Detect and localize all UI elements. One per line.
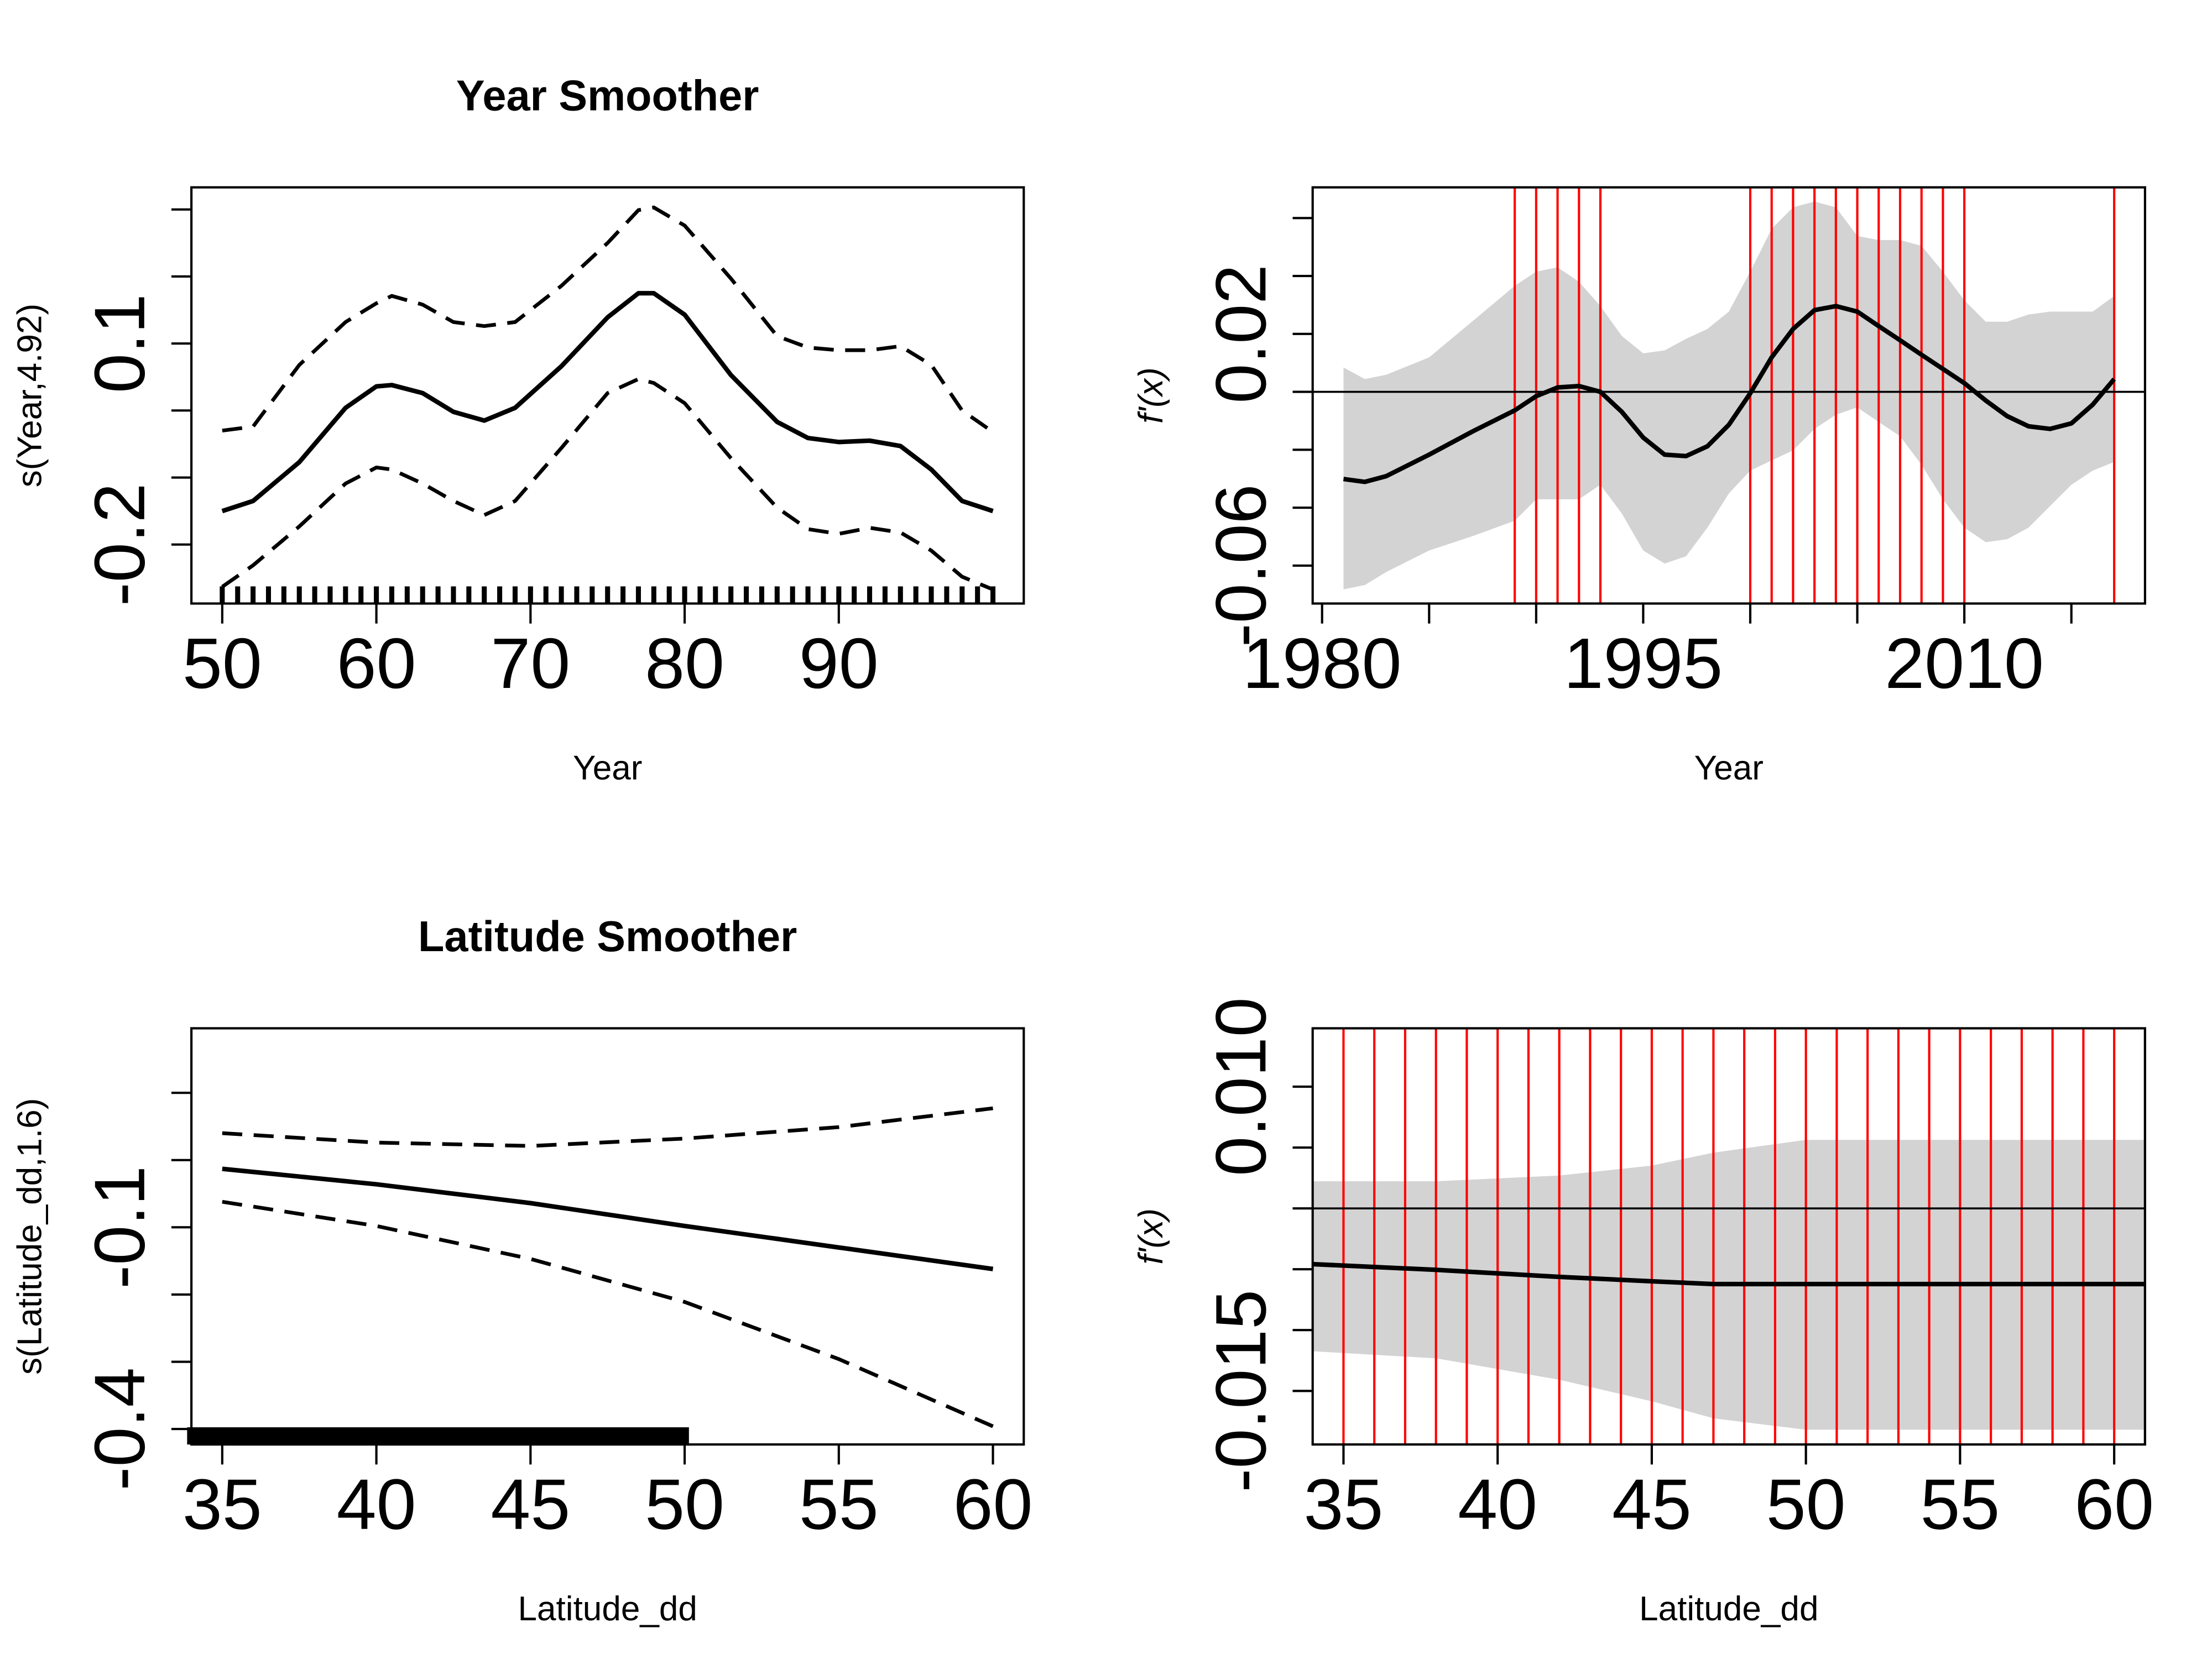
plot-frame — [1311, 1027, 2146, 1446]
upper-confidence-line — [222, 205, 994, 434]
y-tick-label: -0.015 — [1201, 1290, 1281, 1493]
plot-area — [1312, 187, 2145, 604]
x-tick-label: 50 — [645, 1465, 724, 1545]
x-axis-label: Latitude_dd — [1639, 1590, 1818, 1628]
plot-frame — [190, 186, 1025, 605]
x-tick-label: 40 — [1458, 1465, 1537, 1545]
x-tick-label: 35 — [1304, 1465, 1384, 1545]
panel: 1980 1995 2010 0.02 -0.06 Year f'(x) — [1132, 186, 2146, 787]
x-tick-label: 35 — [182, 1465, 262, 1545]
plot-area — [1312, 1028, 2145, 1445]
x-tick-label: 1995 — [1564, 624, 1723, 703]
x-tick-label: 2010 — [1885, 624, 2044, 703]
x-axis-label: Latitude_dd — [518, 1590, 697, 1628]
x-tick-label: 80 — [645, 624, 724, 703]
x-tick-label: 50 — [1766, 1465, 1846, 1545]
x-tick-label: 45 — [491, 1465, 570, 1545]
y-tick-label: -0.2 — [80, 483, 160, 606]
x-tick-label: 60 — [2074, 1465, 2154, 1545]
y-tick-label: -0.06 — [1201, 484, 1281, 647]
plot-area — [221, 205, 994, 592]
lower-confidence-line — [221, 377, 994, 592]
x-tick-label: 40 — [337, 1465, 416, 1545]
panel: 35 40 45 50 55 60 -0.4 -0.1 Latitude Smoother Lat… — [11, 913, 1032, 1628]
x-tick-label: 60 — [337, 624, 416, 703]
derivative-line — [1312, 1261, 2145, 1287]
derivative-line — [1343, 304, 2116, 484]
upper-confidence-line — [222, 1106, 993, 1148]
y-tick-label: -0.4 — [80, 1368, 160, 1491]
panel-title: Latitude Smoother — [418, 913, 797, 961]
lower-confidence-line — [222, 1199, 994, 1428]
y-tick-label: 0.02 — [1201, 264, 1281, 404]
x-tick-label: 55 — [1920, 1465, 2000, 1545]
plot-frame — [190, 1027, 1025, 1446]
x-tick-label: 90 — [799, 624, 879, 703]
x-axis-label: Year — [573, 749, 642, 787]
x-tick-label: 70 — [491, 624, 570, 703]
x-tick-label: 50 — [182, 624, 262, 703]
panel: 50 60 70 80 90 -0.2 0.1 Year Smoother Year s(Year… — [11, 72, 1025, 787]
y-tick-label: -0.1 — [80, 1166, 160, 1289]
x-tick-label: 1980 — [1243, 624, 1402, 703]
x-tick-label: 45 — [1612, 1465, 1692, 1545]
confidence-band — [1343, 201, 2115, 589]
x-tick-label: 60 — [953, 1465, 1033, 1545]
panel-title: Year Smoother — [456, 72, 759, 119]
smooth-line — [222, 1166, 994, 1271]
y-axis-label: s(Latitude_dd,1.6) — [11, 1098, 49, 1375]
x-axis-label: Year — [1694, 749, 1764, 787]
smooth-line — [221, 291, 994, 514]
y-tick-label: 0.010 — [1201, 997, 1281, 1176]
plot-frame — [1311, 186, 2146, 605]
panel: 35 40 45 50 55 60 0.010 -0.015 Latitude_dd f'(x) — [1132, 997, 2154, 1628]
x-tick-label: 55 — [799, 1465, 879, 1545]
plot-area — [222, 1106, 994, 1428]
y-axis-label: f'(x) — [1132, 367, 1170, 423]
y-axis-label: f'(x) — [1132, 1208, 1170, 1264]
y-axis-label: s(Year,4.92) — [11, 304, 49, 487]
y-tick-label: 0.1 — [80, 294, 160, 393]
